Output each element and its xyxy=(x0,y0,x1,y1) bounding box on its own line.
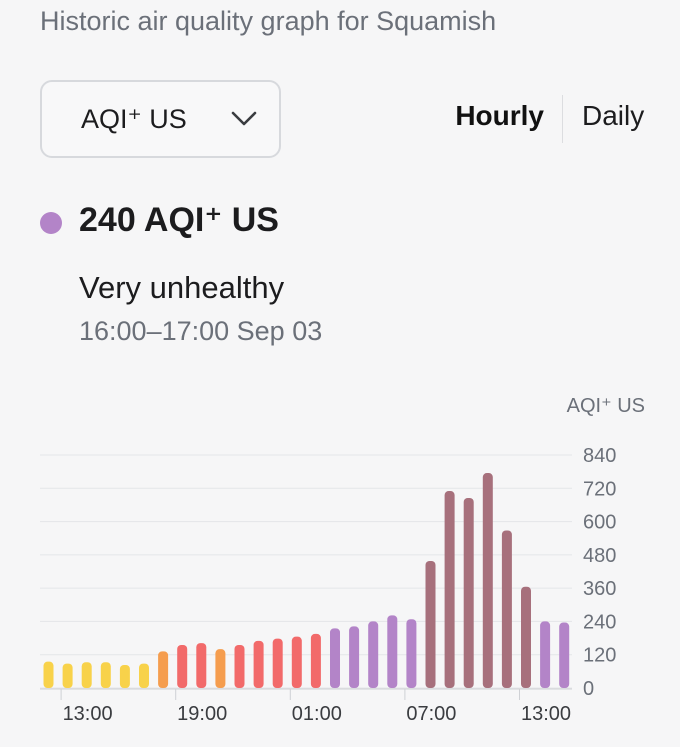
aqi-bar[interactable] xyxy=(119,664,130,688)
y-tick-label: 240 xyxy=(583,611,616,633)
chart-unit-label: AQI⁺ US xyxy=(567,395,645,417)
x-tick-label: 07:00 xyxy=(406,703,456,725)
aqi-bar[interactable] xyxy=(158,651,169,688)
y-tick-label: 840 xyxy=(583,445,616,467)
aqi-bar[interactable] xyxy=(330,628,340,688)
x-tick-label: 19:00 xyxy=(177,703,227,725)
chart-x-axis: 13:00 19:00 01:00 07:00 13:00 xyxy=(40,688,572,725)
aqi-bar[interactable] xyxy=(368,621,379,688)
aqi-bar[interactable] xyxy=(81,662,92,688)
aqi-bar[interactable] xyxy=(62,663,73,688)
aqi-bar[interactable] xyxy=(559,622,570,688)
aqi-bar[interactable] xyxy=(349,626,360,688)
pollutant-select-value: AQI⁺ US xyxy=(81,104,187,134)
pollutant-select[interactable]: AQI⁺ US xyxy=(40,80,281,158)
chart-gridlines xyxy=(40,454,572,689)
y-tick-label: 600 xyxy=(583,512,616,534)
aqi-bar[interactable] xyxy=(215,649,226,688)
aqi-bar[interactable] xyxy=(100,662,111,688)
x-tick-label: 01:00 xyxy=(292,703,342,725)
aqi-bar[interactable] xyxy=(272,638,283,688)
aqi-bar[interactable] xyxy=(291,636,302,688)
aqi-bar[interactable] xyxy=(501,530,512,688)
x-tick-label: 13:00 xyxy=(63,703,113,725)
aqi-bar[interactable] xyxy=(387,615,398,688)
aqi-bar[interactable] xyxy=(482,473,493,688)
aqi-bar[interactable] xyxy=(253,640,264,688)
y-tick-label: 120 xyxy=(583,645,616,667)
chart-y-axis: 0 120 240 360 480 600 720 840 xyxy=(583,445,616,700)
aqi-bar[interactable] xyxy=(540,621,551,688)
aqi-bar[interactable] xyxy=(463,497,474,688)
current-aqi-time-range: 16:00–17:00 Sep 03 xyxy=(79,316,323,346)
aqi-bar[interactable] xyxy=(139,663,149,688)
y-tick-label: 0 xyxy=(583,678,594,700)
aqi-bar[interactable] xyxy=(177,645,188,688)
aqi-bar[interactable] xyxy=(444,491,455,688)
aqi-bar-chart: 0 120 240 360 480 600 720 840 13:00 19:00 01:00 07… xyxy=(40,395,645,725)
aqi-bar[interactable] xyxy=(521,586,531,688)
y-tick-label: 720 xyxy=(583,478,616,500)
aqi-bar[interactable] xyxy=(310,633,321,688)
tab-divider xyxy=(562,95,563,143)
chevron-down-icon xyxy=(231,111,257,126)
aqi-bar[interactable] xyxy=(196,643,207,688)
y-tick-label: 360 xyxy=(583,578,616,600)
tab-hourly[interactable]: Hourly xyxy=(455,100,544,131)
aqi-bar[interactable] xyxy=(425,560,436,688)
aqi-bar[interactable] xyxy=(234,645,245,688)
tab-daily[interactable]: Daily xyxy=(582,100,645,131)
page-title: Historic air quality graph for Squamish xyxy=(40,6,497,36)
x-tick-label: 13:00 xyxy=(521,703,571,725)
current-aqi-value: 240 AQI⁺ US xyxy=(79,201,279,239)
chart-bars xyxy=(43,473,570,688)
y-tick-label: 480 xyxy=(583,545,616,567)
current-aqi-category: Very unhealthy xyxy=(79,270,285,305)
aqi-bar[interactable] xyxy=(43,661,54,688)
status-dot xyxy=(40,212,62,234)
aqi-bar[interactable] xyxy=(406,619,417,688)
